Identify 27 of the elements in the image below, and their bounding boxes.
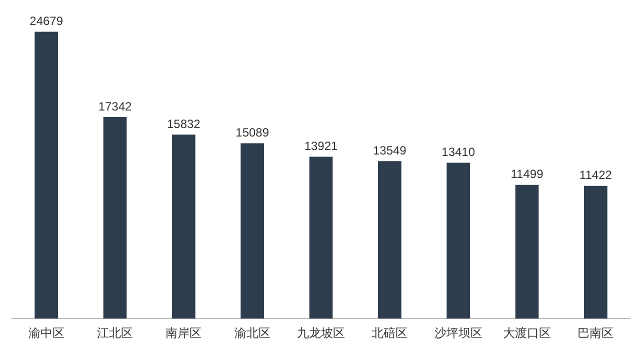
bar: [240, 143, 264, 319]
data-label: 11422: [579, 168, 612, 182]
x-tick-label: 渝中区: [28, 326, 64, 340]
x-tick-label: 沙坪坝区: [434, 326, 482, 340]
x-tick-label: 九龙坡区: [297, 326, 345, 340]
x-tick-label: 北碚区: [372, 326, 408, 340]
data-label: 24679: [30, 14, 64, 28]
x-tick-label: 巴南区: [578, 326, 614, 340]
bar: [584, 186, 608, 319]
bar: [309, 156, 333, 319]
data-label: 11499: [510, 167, 544, 182]
data-label: 13549: [372, 143, 407, 158]
x-tick-label: 大渡口区: [503, 326, 551, 340]
bar: [34, 32, 58, 319]
x-tick-label: 南岸区: [166, 326, 202, 340]
data-label: 13410: [442, 145, 476, 160]
bar: [446, 162, 470, 319]
bar: [515, 184, 539, 319]
bar: [172, 134, 196, 319]
x-tick-label: 渝北区: [234, 326, 270, 340]
data-label: 17342: [98, 99, 132, 114]
data-label: 13921: [304, 139, 338, 154]
data-label: 15089: [236, 126, 270, 140]
data-label: 15832: [166, 116, 201, 131]
bar: [103, 117, 127, 319]
bar: [378, 161, 402, 319]
x-tick-label: 江北区: [97, 326, 133, 340]
